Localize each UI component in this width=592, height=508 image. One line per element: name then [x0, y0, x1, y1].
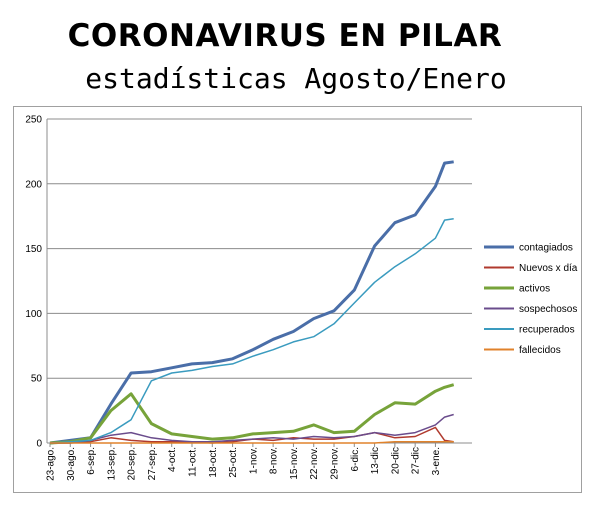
legend-label: recuperados [519, 325, 575, 336]
x-tick-label: 27-dic [411, 447, 422, 474]
series-line-0 [49, 160, 454, 445]
x-tick-label: 11-oct. [188, 447, 199, 477]
x-tick-label: 18-oct. [208, 447, 219, 478]
x-tick-label: 29-nov. [330, 447, 341, 480]
x-tick-label: 13-sep. [106, 447, 117, 480]
legend-label: fallecidos [519, 345, 561, 356]
x-tick-label: 1-nov. [248, 447, 259, 474]
x-tick-label: 25-oct. [228, 447, 239, 478]
x-tick-label: 20-sep. [127, 447, 138, 480]
series-line-3 [50, 413, 454, 444]
x-tick-label: 20-dic [390, 447, 401, 474]
y-tick-label: 50 [31, 374, 43, 385]
line-chart: 0 50 100 150 200 250 23-ago. 30-ago. 6-sep. 13-se… [25, 115, 578, 481]
y-tick-label: 200 [25, 179, 42, 190]
x-tick-label: 15-nov. [289, 447, 300, 480]
legend-label: Nuevos x día [519, 263, 578, 274]
page-title: CORONAVIRUS EN PILAR [67, 18, 503, 54]
x-tick-label: 4-oct. [167, 447, 178, 472]
legend-label: contagiados [519, 243, 573, 254]
chart-area: 0 50 100 150 200 250 23-ago. 30-ago. 6-sep. 13-se… [13, 106, 582, 493]
series-line-2 [49, 383, 455, 445]
x-tick-label: 30-ago. [66, 447, 77, 481]
x-tick-label: 27-sep. [147, 447, 158, 480]
legend-label: activos [519, 284, 550, 295]
y-tick-label: 250 [25, 115, 42, 126]
y-tick-label: 100 [25, 309, 42, 320]
x-tick-label: 22-nov. [309, 447, 320, 480]
series-line-1 [50, 426, 454, 444]
y-tick-label: 150 [25, 244, 42, 255]
x-tick-label: 8-nov. [269, 447, 280, 474]
x-tick-label: 13-dic [370, 447, 381, 474]
y-tick-label: 0 [36, 439, 42, 450]
legend-label: sospechosos [519, 304, 577, 315]
page-subtitle: estadísticas Agosto/Enero [85, 62, 507, 95]
series-line-4 [49, 218, 454, 444]
x-tick-label: 6-sep. [86, 447, 97, 475]
x-tick-label: 23-ago. [46, 447, 57, 481]
series-line-5 [50, 440, 454, 444]
x-tick-label: 3-ene. [431, 447, 442, 475]
x-tick-label: 6-dic. [350, 447, 361, 471]
